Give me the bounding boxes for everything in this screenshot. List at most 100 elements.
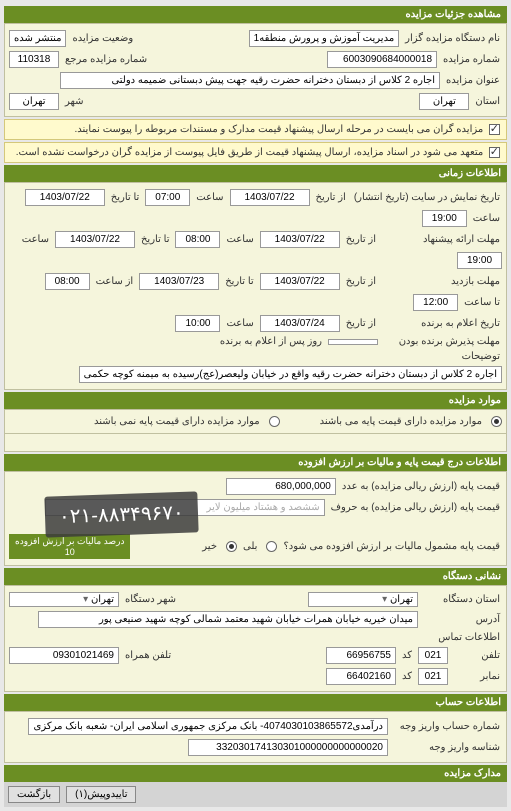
vat-yes-label: بلی: [241, 541, 259, 552]
acct-id-value: 332030174130301000000000000020: [188, 739, 388, 756]
section-items-header: موارد مزایده: [4, 392, 507, 409]
proposal-label: مهلت ارائه پیشنهاد: [382, 234, 502, 245]
addr-province[interactable]: تهران: [308, 592, 418, 607]
addr-city[interactable]: تهران: [9, 592, 119, 607]
section-details-body: نام دستگاه مزایده گزار مدیریت آموزش و پر…: [4, 23, 507, 117]
confirm-button[interactable]: تاییدوپیش(۱): [66, 786, 136, 803]
section-details-header: مشاهده جزئیات مزایده: [4, 6, 507, 23]
phone-code[interactable]: 021: [418, 647, 448, 664]
section-items-body: موارد مزایده دارای قیمت پایه می باشند مو…: [4, 409, 507, 434]
visit-to-time[interactable]: 12:00: [413, 294, 458, 311]
proposal-from-time[interactable]: 08:00: [175, 231, 220, 248]
announce-label: تاریخ اعلام به برنده: [382, 318, 502, 329]
addr-label: آدرس: [422, 614, 502, 625]
section-address-header: نشانی دستگاه: [4, 568, 507, 585]
hour-label-1: ساعت: [194, 192, 225, 203]
addr-value[interactable]: میدان خیریه خیابان همرات خیابان شهید معت…: [38, 611, 418, 628]
radio-no-price[interactable]: [269, 416, 280, 427]
visit-label: مهلت بازدید: [382, 276, 502, 287]
footer: تاییدوپیش(۱) بازگشت: [4, 782, 507, 807]
hour-label-3: ساعت: [224, 234, 255, 245]
acct-label: شماره حساب واریز وجه: [392, 721, 502, 732]
vat-percent-box: درصد مالیات بر ارزش افزوده 10: [9, 534, 130, 559]
title-value: اجاره 2 کلاس از دبستان دخترانه حضرت رقیه…: [60, 72, 440, 89]
radio-no-price-label: موارد مزایده دارای قیمت پایه نمی باشند: [92, 416, 262, 427]
acct-id-label: شناسه واریز وجه: [392, 742, 502, 753]
display-from-date[interactable]: 1403/07/22: [230, 189, 310, 206]
to-label-1: تا تاریخ: [109, 192, 142, 203]
radio-vat-no[interactable]: [226, 541, 237, 552]
addr-province-label: استان دستگاه: [422, 594, 502, 605]
fax-code[interactable]: 021: [418, 668, 448, 685]
phone-num[interactable]: 66956755: [326, 647, 396, 664]
display-to-time[interactable]: 19:00: [422, 210, 467, 227]
note1-check[interactable]: [489, 124, 500, 135]
mobile-value[interactable]: 09301021469: [9, 647, 119, 664]
proposal-to-date[interactable]: 1403/07/22: [55, 231, 135, 248]
mobile-label: تلفن همراه: [123, 650, 173, 661]
note2: متعهد می شود در اسناد مزایده، ارسال پیشن…: [4, 142, 507, 163]
contact-label: اطلاعات تماس: [436, 632, 502, 643]
addr-city-label: شهر دستگاه: [123, 594, 178, 605]
section-docs-header: مدارک مزایده: [4, 765, 507, 782]
vat-no-label: خیر: [200, 541, 219, 552]
radio-has-price[interactable]: [491, 416, 502, 427]
section-timing-body: تاریخ نمایش در سایت (تاریخ انتشار) از تا…: [4, 182, 507, 390]
proposal-from-date[interactable]: 1403/07/22: [260, 231, 340, 248]
winner-accept-label: مهلت پذیرش برنده بودن: [382, 336, 502, 347]
city-value: تهران: [9, 93, 59, 110]
phone-overlay: ۰۲۱-۸۸۳۴۹۶۷۰: [44, 492, 198, 538]
note1: مزایده گران می بایست در مرحله ارسال پیشن…: [4, 119, 507, 140]
note2-text: متعهد می شود در اسناد مزایده، ارسال پیشن…: [16, 147, 483, 158]
to-label-2: تا تاریخ: [139, 234, 172, 245]
section-address-body: استان دستگاه تهران شهر دستگاه تهران آدرس…: [4, 585, 507, 692]
note2-check[interactable]: [489, 147, 500, 158]
winner-accept-days[interactable]: [328, 339, 378, 345]
display-from-time[interactable]: 07:00: [145, 189, 190, 206]
section-timing-header: اطلاعات زمانی: [4, 165, 507, 182]
visit-from-time[interactable]: 08:00: [45, 273, 90, 290]
province-label: استان: [473, 96, 502, 107]
fax-label: نمابر: [452, 671, 502, 682]
city-label: شهر: [63, 96, 86, 107]
hour-label-5: ساعت: [224, 318, 255, 329]
price-label: قیمت پایه (ارزش ریالی مزایده) به عدد: [340, 481, 502, 492]
section-account-header: اطلاعات حساب: [4, 694, 507, 711]
back-button[interactable]: بازگشت: [8, 786, 60, 803]
fax-code-label: کد: [400, 671, 414, 682]
phone-label: تلفن: [452, 650, 502, 661]
org-label: نام دستگاه مزایده گزار: [403, 33, 502, 44]
from-label-1: از تاریخ: [314, 192, 348, 203]
number-label: شماره مزایده: [441, 54, 502, 65]
announce-time[interactable]: 10:00: [175, 315, 220, 332]
visit-from-date[interactable]: 1403/07/22: [260, 273, 340, 290]
status-value: منتشر شده: [9, 30, 66, 47]
price-text-label: قیمت پایه (ارزش ریالی مزایده) به حروف: [329, 502, 502, 513]
desc-value[interactable]: اجاره 2 کلاس از دبستان دخترانه حضرت رقیه…: [79, 366, 502, 383]
proposal-to-time[interactable]: 19:00: [457, 252, 502, 269]
to-label-3: تا تاریخ: [223, 276, 256, 287]
vat-q-label: قیمت پایه مشمول مالیات بر ارزش افزوده می…: [281, 541, 502, 552]
announce-from-date[interactable]: 1403/07/24: [260, 315, 340, 332]
section-account-body: شماره حساب واریز وجه درآمدی4074030103865…: [4, 711, 507, 763]
from-label-4: از تاریخ: [344, 318, 378, 329]
acct-value: درآمدی4074030103865572- بانک مرکزی جمهور…: [28, 718, 388, 735]
hour-label-2: ساعت: [471, 213, 502, 224]
radio-vat-yes[interactable]: [266, 541, 277, 552]
section-vat-body: قیمت پایه (ارزش ریالی مزایده) به عدد 680…: [4, 471, 507, 566]
org-value: مدیریت آموزش و پرورش منطقه1: [249, 30, 400, 47]
fax-num[interactable]: 66402160: [326, 668, 396, 685]
phone-code-label: کد: [400, 650, 414, 661]
number-value: 6003090684000018: [327, 51, 437, 68]
desc-label: توضیحات: [382, 351, 502, 362]
section-vat-header: اطلاعات درج قیمت پایه و مالیات بر ارزش ا…: [4, 454, 507, 471]
ref-value: 110318: [9, 51, 59, 68]
province-value: تهران: [419, 93, 469, 110]
display-to-date[interactable]: 1403/07/22: [25, 189, 105, 206]
price-value[interactable]: 680,000,000: [226, 478, 336, 495]
from-label-2: از تاریخ: [344, 234, 378, 245]
title-label: عنوان مزایده: [444, 75, 502, 86]
visit-to-date[interactable]: 1403/07/23: [139, 273, 219, 290]
hour-label-4: ساعت: [20, 234, 51, 245]
from-hour-label: از ساعت: [94, 276, 136, 287]
